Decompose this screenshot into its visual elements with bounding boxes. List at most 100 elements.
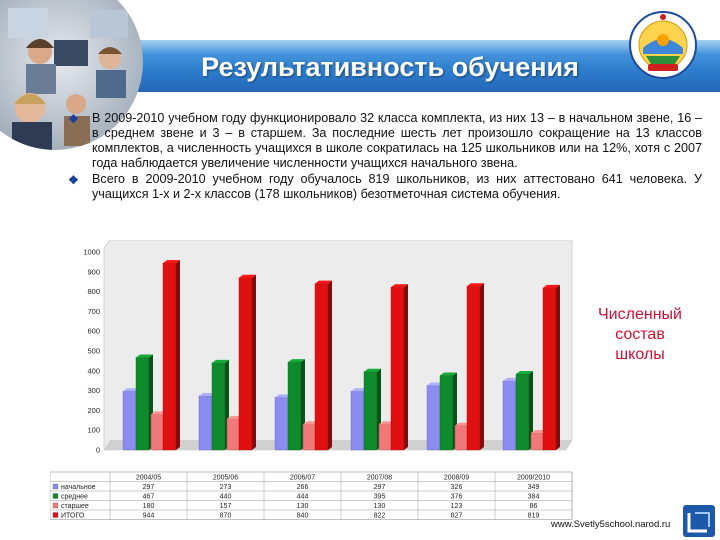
y-tick-label: 400 [87, 366, 100, 375]
bar-top [239, 274, 256, 278]
bar [515, 370, 533, 451]
bar-front [314, 283, 329, 451]
bar-front [162, 262, 177, 451]
y-tick-label: 100 [87, 426, 100, 435]
y-tick-label: 900 [87, 267, 100, 276]
school-emblem-icon [628, 10, 698, 80]
data-label: 86 [530, 503, 538, 510]
bar-front [198, 395, 213, 451]
page-title: Результативность обучения [201, 52, 579, 82]
bar [363, 368, 381, 451]
legend-swatch [52, 512, 59, 518]
bar-front [466, 286, 481, 451]
bar-front [350, 390, 365, 451]
bar-front [542, 287, 557, 451]
bar-front [135, 357, 150, 451]
data-label: 384 [528, 493, 540, 500]
bar-top [275, 394, 292, 398]
next-slide-button[interactable] [683, 505, 715, 537]
bar-top [516, 370, 533, 374]
bar-top [543, 284, 560, 288]
y-tick-label: 300 [87, 386, 100, 395]
bar-top [351, 388, 368, 392]
table-frame [49, 471, 573, 520]
data-label: 297 [374, 484, 386, 491]
data-label: 376 [451, 493, 463, 500]
data-label: 180 [143, 503, 155, 510]
data-label: 123 [451, 503, 463, 510]
bar-front [302, 424, 317, 451]
bar-side [328, 280, 332, 450]
x-tick-label: 2009/2010 [517, 474, 550, 481]
data-label: 297 [143, 484, 155, 491]
title-banner-shine [0, 40, 720, 54]
paragraph-1-text: В 2009-2010 учебном году функционировало… [92, 111, 702, 170]
data-label: 444 [297, 493, 309, 500]
data-label: 130 [374, 503, 386, 510]
bar-front [238, 277, 253, 451]
bar [542, 284, 560, 451]
bullet-diamond-icon: ❖ [68, 112, 79, 126]
data-label: 870 [220, 512, 232, 519]
bar-front [454, 425, 469, 451]
data-label: 944 [143, 512, 155, 519]
data-label: 157 [220, 503, 232, 510]
bar [135, 354, 153, 451]
data-label: 349 [528, 484, 540, 491]
x-tick-label: 2007/08 [367, 474, 392, 481]
bar-front [502, 380, 517, 451]
next-arrow-icon [687, 512, 710, 533]
chart-caption: Численный состав школы [580, 305, 700, 365]
legend-swatch [52, 483, 59, 490]
y-tick-label: 0 [96, 446, 100, 455]
y-tick-label: 1000 [83, 248, 100, 257]
legend-entry: среднее [61, 493, 88, 500]
footer-url[interactable]: www.Svetly5school.narod.ru [551, 519, 671, 530]
text-block: ❖ В 2009-2010 учебном году функционирова… [62, 111, 702, 202]
bar [314, 280, 332, 451]
bar-front [150, 414, 165, 451]
bar-front [439, 375, 454, 451]
bar [211, 359, 229, 451]
bar-top [364, 368, 381, 372]
bar-side [176, 260, 180, 450]
caption-line: Численный [598, 306, 682, 323]
caption-line: состав [615, 326, 665, 343]
bar [439, 372, 457, 451]
x-tick-label: 2006/07 [290, 474, 315, 481]
data-label: 395 [374, 493, 386, 500]
y-tick-label: 600 [87, 327, 100, 336]
data-label: 130 [297, 503, 309, 510]
bar-top [199, 392, 216, 396]
paragraph-2: ❖ Всего в 2009-2010 учебном году обучало… [62, 172, 702, 202]
bar-front [226, 418, 241, 451]
bar-top [163, 260, 180, 264]
bar-side [404, 284, 408, 450]
bar-front [363, 371, 378, 451]
bar-top [136, 354, 153, 358]
legend-swatch [52, 493, 59, 499]
y-tick-label: 800 [87, 287, 100, 296]
x-tick-label: 2008/09 [444, 474, 469, 481]
bar-top [427, 382, 444, 386]
data-label: 822 [374, 512, 386, 519]
bar-front [274, 397, 289, 451]
y-tick-label: 700 [87, 307, 100, 316]
y-tick-label: 500 [87, 347, 100, 356]
bar-top [288, 359, 305, 363]
bar-side [252, 274, 256, 450]
bar-front [530, 432, 545, 451]
paragraph-1: ❖ В 2009-2010 учебном году функционирова… [62, 111, 702, 171]
students-photo [0, 0, 150, 150]
bar [287, 359, 305, 451]
bar-front [122, 390, 137, 451]
bar-top [315, 280, 332, 284]
x-tick-label: 2004/05 [136, 474, 161, 481]
bar-front [378, 424, 393, 451]
bar [162, 260, 180, 451]
bar [466, 283, 484, 451]
legend-entry: начальное [61, 484, 96, 491]
paragraph-2-text: Всего в 2009-2010 учебном году обучалось… [92, 171, 702, 201]
bar-side [556, 284, 560, 450]
bar-front [287, 361, 302, 451]
